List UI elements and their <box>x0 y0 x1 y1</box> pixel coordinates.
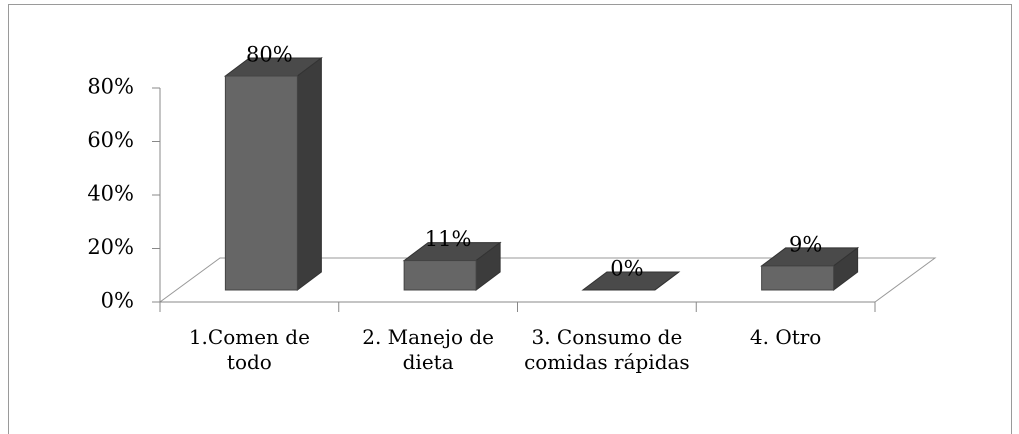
y-tick-label: 20% <box>87 235 134 259</box>
bar-side <box>654 271 680 291</box>
x-tick-label: 1.Comen de todo <box>188 325 310 374</box>
value-label: 80% <box>246 43 293 67</box>
bar <box>403 260 477 291</box>
value-label: 9% <box>789 232 822 256</box>
x-tick-label: 2. Manejo de dieta <box>362 325 495 374</box>
value-label: 11% <box>425 227 472 251</box>
chart-border <box>8 4 1012 434</box>
y-tick-label: 80% <box>87 75 134 99</box>
bar <box>224 75 298 291</box>
y-tick-label: 40% <box>87 182 134 206</box>
bar-side <box>296 57 322 291</box>
bar <box>761 265 835 291</box>
x-tick-label: 3. Consumo de comidas rápidas <box>524 325 690 374</box>
x-tick-label: 4. Otro <box>749 325 822 349</box>
value-label: 0% <box>610 257 643 281</box>
y-tick-label: 60% <box>87 128 134 152</box>
y-tick-label: 0% <box>101 289 134 313</box>
